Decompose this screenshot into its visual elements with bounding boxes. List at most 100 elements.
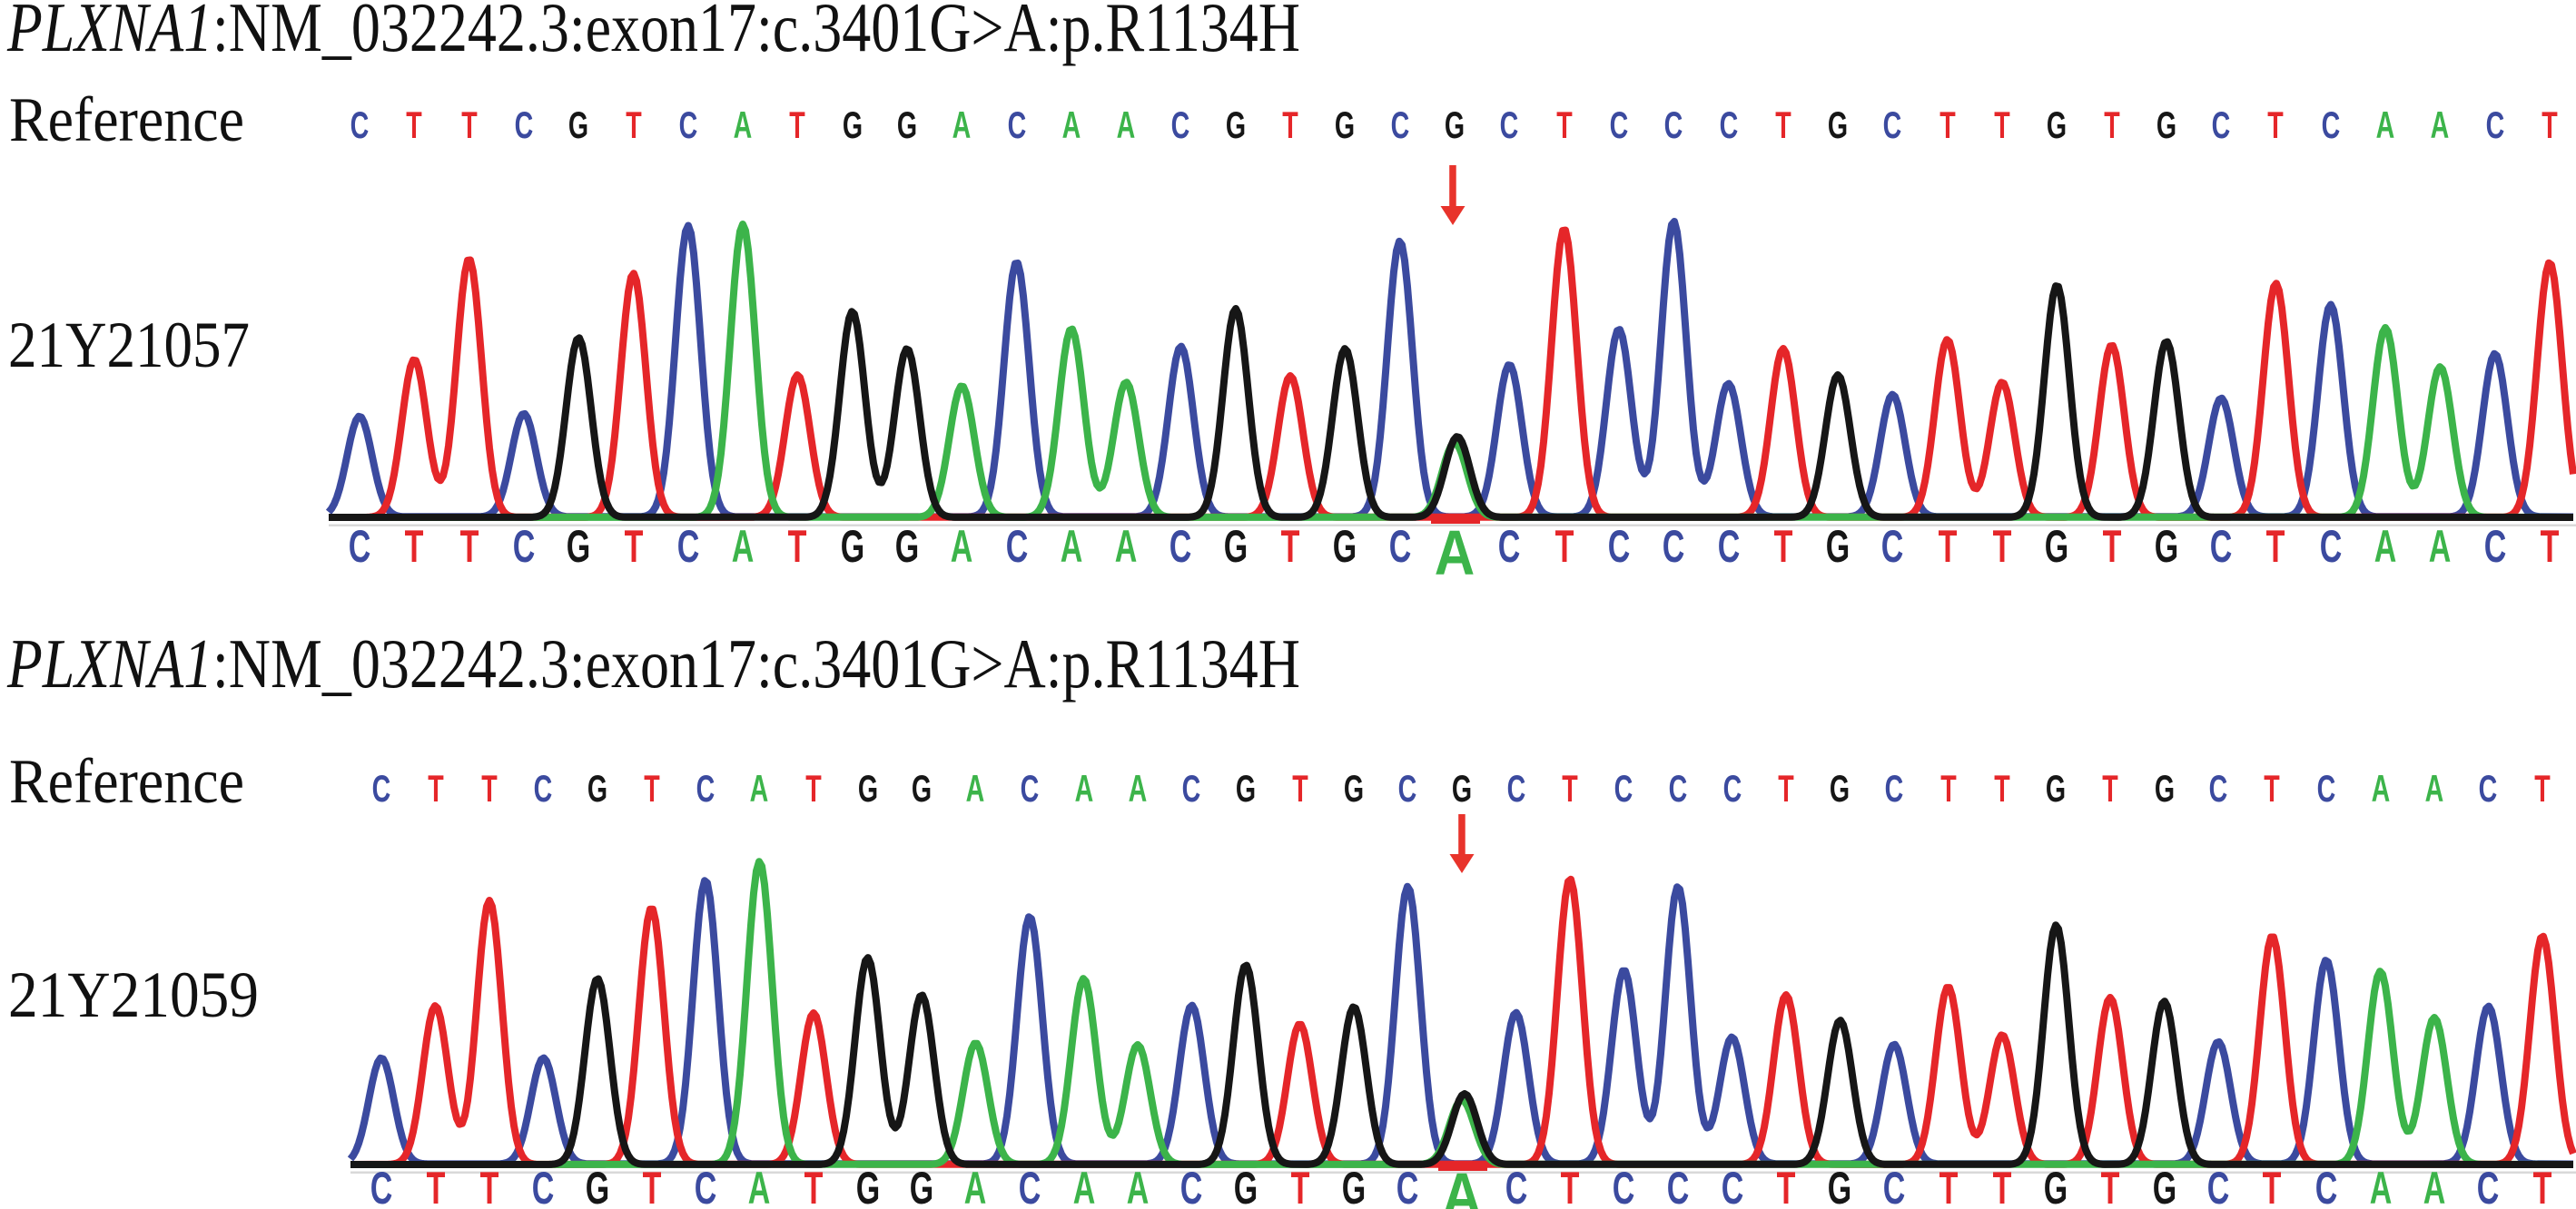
- svg-text:T: T: [789, 103, 804, 146]
- svg-text:G: G: [1342, 1164, 1366, 1209]
- svg-text:G: G: [1236, 766, 1256, 810]
- svg-text:C: C: [696, 766, 716, 810]
- svg-text:C: C: [1663, 522, 1685, 573]
- svg-text:A: A: [1129, 766, 1148, 810]
- svg-text:A: A: [1435, 516, 1475, 588]
- svg-text:C: C: [1610, 103, 1629, 146]
- svg-text:A: A: [1061, 522, 1083, 573]
- svg-text:T: T: [1993, 1164, 2012, 1209]
- svg-text:21Y21059: 21Y21059: [8, 958, 259, 1031]
- svg-text:T: T: [481, 766, 497, 810]
- svg-text:T: T: [1939, 103, 1955, 146]
- svg-text:C: C: [1608, 522, 1631, 573]
- svg-text:T: T: [805, 766, 821, 810]
- svg-text:T: T: [406, 103, 421, 146]
- svg-text:C: C: [677, 522, 700, 573]
- svg-text:C: C: [1170, 522, 1192, 573]
- svg-text:T: T: [461, 103, 477, 146]
- svg-text:C: C: [370, 1164, 393, 1209]
- svg-text:T: T: [644, 766, 659, 810]
- svg-text:C: C: [2486, 103, 2505, 146]
- svg-text:C: C: [2315, 1164, 2338, 1209]
- svg-text:C: C: [2477, 1164, 2500, 1209]
- svg-text:A: A: [1062, 103, 1081, 146]
- svg-text:A: A: [1075, 766, 1094, 810]
- svg-text:T: T: [1778, 766, 1793, 810]
- svg-text:G: G: [897, 103, 917, 146]
- svg-text:A: A: [2431, 103, 2450, 146]
- svg-text:G: G: [568, 103, 588, 146]
- svg-text:C: C: [1718, 522, 1741, 573]
- svg-text:G: G: [1224, 522, 1248, 573]
- svg-text:C: C: [1389, 522, 1412, 573]
- svg-text:G: G: [2157, 103, 2176, 146]
- svg-text:T: T: [1939, 522, 1958, 573]
- svg-text:C: C: [2207, 1164, 2230, 1209]
- svg-text:G: G: [2046, 766, 2066, 810]
- svg-text:C: C: [1507, 766, 1526, 810]
- svg-text:G: G: [1333, 522, 1357, 573]
- svg-text:T: T: [626, 103, 641, 146]
- svg-text:G: G: [1828, 1164, 1851, 1209]
- svg-text:C: C: [679, 103, 698, 146]
- svg-text:C: C: [1021, 766, 1040, 810]
- svg-text:T: T: [1775, 103, 1791, 146]
- svg-text:C: C: [1006, 522, 1029, 573]
- svg-text:T: T: [1556, 103, 1572, 146]
- svg-text:G: G: [567, 522, 590, 573]
- svg-text:C: C: [1171, 103, 1190, 146]
- svg-text:C: C: [1883, 103, 1902, 146]
- svg-text:A: A: [2374, 522, 2397, 573]
- svg-text:T: T: [1993, 522, 2012, 573]
- svg-text:PLXNA1:NM_032242.3:exon17:c.34: PLXNA1:NM_032242.3:exon17:c.3401G>A:p.R1…: [6, 624, 1300, 703]
- svg-text:T: T: [643, 1164, 662, 1209]
- svg-text:C: C: [1722, 1164, 1744, 1209]
- svg-text:A: A: [2376, 103, 2395, 146]
- svg-text:G: G: [895, 522, 919, 573]
- svg-text:C: C: [2210, 522, 2233, 573]
- svg-text:Reference: Reference: [9, 747, 244, 817]
- svg-text:C: C: [1885, 766, 1904, 810]
- svg-text:C: C: [372, 766, 391, 810]
- svg-text:G: G: [2155, 766, 2175, 810]
- svg-text:C: C: [1505, 1164, 1528, 1209]
- svg-text:G: G: [843, 103, 863, 146]
- svg-text:T: T: [625, 522, 644, 573]
- svg-text:G: G: [2044, 1164, 2068, 1209]
- svg-text:C: C: [2322, 103, 2341, 146]
- svg-text:C: C: [1664, 103, 1683, 146]
- svg-text:T: T: [1562, 766, 1577, 810]
- svg-text:A: A: [750, 766, 769, 810]
- svg-text:C: C: [2479, 766, 2498, 810]
- svg-text:C: C: [1498, 522, 1521, 573]
- svg-text:T: T: [788, 522, 807, 573]
- svg-text:A: A: [2423, 1164, 2446, 1209]
- svg-text:C: C: [1669, 766, 1688, 810]
- svg-text:T: T: [1555, 522, 1574, 573]
- svg-text:G: G: [910, 1164, 933, 1209]
- svg-text:G: G: [587, 766, 607, 810]
- svg-text:PLXNA1:NM_032242.3:exon17:c.34: PLXNA1:NM_032242.3:exon17:c.3401G>A:p.R1…: [6, 0, 1300, 66]
- svg-text:T: T: [405, 522, 424, 573]
- svg-text:C: C: [2317, 766, 2336, 810]
- svg-text:T: T: [1281, 522, 1300, 573]
- svg-text:T: T: [2266, 522, 2285, 573]
- svg-text:T: T: [2263, 1164, 2282, 1209]
- svg-text:C: C: [2484, 522, 2507, 573]
- svg-text:G: G: [2155, 522, 2178, 573]
- svg-text:G: G: [1452, 766, 1472, 810]
- svg-text:A: A: [1127, 1164, 1150, 1209]
- svg-text:G: G: [2047, 103, 2067, 146]
- svg-text:C: C: [2212, 103, 2231, 146]
- svg-text:C: C: [695, 1164, 717, 1209]
- svg-text:T: T: [2533, 1164, 2552, 1209]
- svg-text:G: G: [586, 1164, 609, 1209]
- svg-text:C: C: [1391, 103, 1410, 146]
- svg-text:C: C: [1008, 103, 1027, 146]
- svg-text:C: C: [532, 1164, 555, 1209]
- svg-text:A: A: [1117, 103, 1136, 146]
- svg-text:A: A: [1115, 522, 1138, 573]
- svg-text:T: T: [480, 1164, 499, 1209]
- svg-text:G: G: [858, 766, 878, 810]
- svg-text:C: C: [1667, 1164, 1690, 1209]
